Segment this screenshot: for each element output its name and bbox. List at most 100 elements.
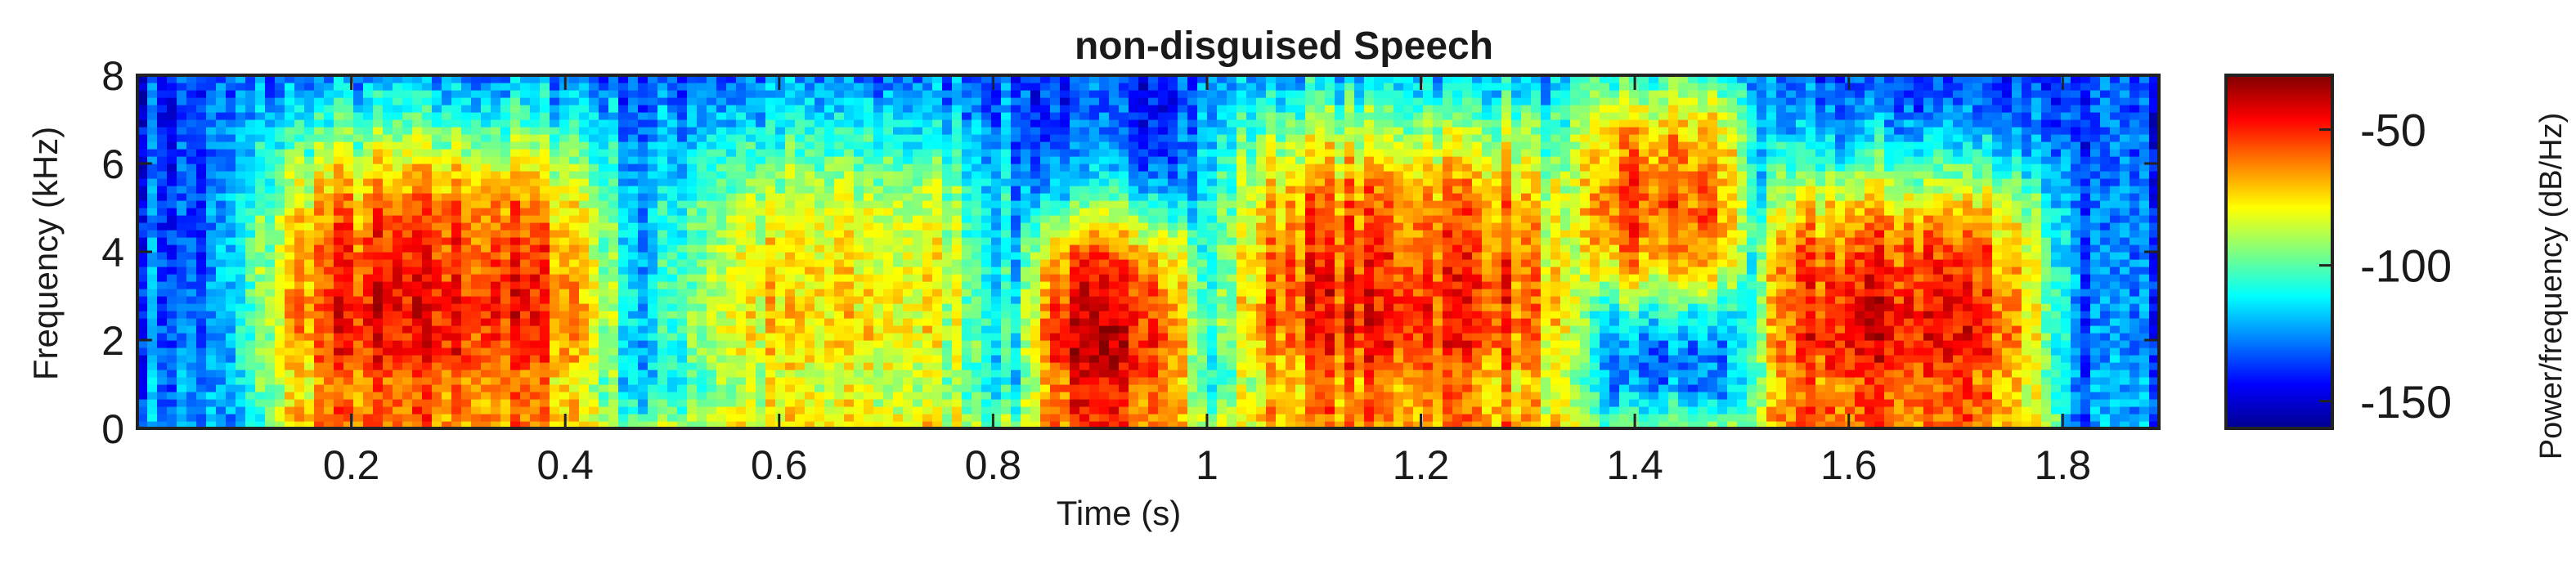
spectrogram-cell xyxy=(873,347,884,356)
spectrogram-cell xyxy=(471,230,482,238)
spectrogram-cell xyxy=(981,237,992,245)
spectrogram-cell xyxy=(972,370,982,378)
spectrogram-cell xyxy=(844,252,855,260)
spectrogram-cell xyxy=(657,134,668,142)
spectrogram-cell xyxy=(1109,215,1120,223)
spectrogram-cell xyxy=(834,399,845,407)
spectrogram-cell xyxy=(255,399,266,407)
spectrogram-cell xyxy=(245,127,256,135)
spectrogram-cell xyxy=(599,97,609,105)
spectrogram-cell xyxy=(903,281,913,289)
spectrogram-cell xyxy=(981,399,992,407)
spectrogram-cell xyxy=(471,127,482,135)
spectrogram-cell xyxy=(608,97,619,105)
spectrogram-cell xyxy=(569,289,580,297)
spectrogram-cell xyxy=(304,178,315,186)
spectrogram-cell xyxy=(1060,215,1070,223)
spectrogram-cell xyxy=(1089,244,1100,253)
spectrogram-cell xyxy=(324,105,334,113)
spectrogram-cell xyxy=(373,215,384,223)
spectrogram-cell xyxy=(824,370,835,378)
spectrogram-cell xyxy=(736,193,747,201)
spectrogram-cell xyxy=(667,237,678,245)
spectrogram-cell xyxy=(1129,83,1139,91)
spectrogram-cell xyxy=(196,112,207,120)
spectrogram-cell xyxy=(765,112,776,120)
spectrogram-cell xyxy=(285,164,295,172)
spectrogram-cell xyxy=(1060,97,1070,105)
spectrogram-cell xyxy=(1001,259,1012,267)
spectrogram-cell xyxy=(471,384,482,392)
spectrogram-cell xyxy=(236,289,246,297)
spectrogram-cell xyxy=(491,230,501,238)
spectrogram-cell xyxy=(216,399,227,407)
spectrogram-cell xyxy=(451,303,462,311)
spectrogram-cell xyxy=(1148,347,1159,356)
spectrogram-cell xyxy=(393,414,403,422)
spectrogram-cell xyxy=(491,274,501,282)
spectrogram-cell xyxy=(1021,259,1031,267)
spectrogram-cell xyxy=(687,244,698,253)
spectrogram-cell xyxy=(461,362,472,370)
spectrogram-cell xyxy=(736,149,747,157)
spectrogram-cell xyxy=(844,325,855,334)
spectrogram-cell xyxy=(1040,149,1051,157)
spectrogram-cell xyxy=(324,200,334,208)
spectrogram-cell xyxy=(500,377,511,385)
spectrogram-cell xyxy=(824,105,835,113)
spectrogram-cell xyxy=(805,384,815,392)
spectrogram-cell xyxy=(1021,414,1031,422)
spectrogram-cell xyxy=(206,311,217,319)
spectrogram-cell xyxy=(599,392,609,400)
spectrogram-cell xyxy=(697,222,707,231)
spectrogram-cell xyxy=(844,377,855,385)
spectrogram-cell xyxy=(883,289,894,297)
spectrogram-cell xyxy=(618,252,629,260)
spectrogram-cell xyxy=(236,149,246,157)
spectrogram-cell xyxy=(363,215,374,223)
spectrogram-cell xyxy=(540,171,550,179)
spectrogram-cell xyxy=(775,289,786,297)
spectrogram-cell xyxy=(383,244,393,253)
spectrogram-cell xyxy=(736,134,747,142)
spectrogram-cell xyxy=(589,377,599,385)
spectrogram-cell xyxy=(746,83,756,91)
spectrogram-cell xyxy=(746,333,756,341)
spectrogram-cell xyxy=(844,149,855,157)
spectrogram-cell xyxy=(236,318,246,326)
spectrogram-cell xyxy=(785,355,796,363)
spectrogram-cell xyxy=(383,156,393,164)
spectrogram-cell xyxy=(520,200,531,208)
spectrogram-cell xyxy=(1070,384,1080,392)
spectrogram-cell xyxy=(834,318,845,326)
spectrogram-cell xyxy=(864,230,874,238)
spectrogram-cell xyxy=(893,230,904,238)
spectrogram-cell xyxy=(236,414,246,422)
spectrogram-cell xyxy=(579,186,590,194)
spectrogram-cell xyxy=(294,164,305,172)
spectrogram-cell xyxy=(363,311,374,319)
spectrogram-cell xyxy=(412,370,423,378)
spectrogram-cell xyxy=(667,333,678,341)
spectrogram-cell xyxy=(687,267,698,275)
spectrogram-cell xyxy=(520,215,531,223)
spectrogram-cell xyxy=(991,237,1002,245)
spectrogram-cell xyxy=(854,399,864,407)
spectrogram-cell xyxy=(334,296,344,304)
spectrogram-cell xyxy=(196,406,207,414)
spectrogram-cell xyxy=(285,83,295,91)
spectrogram-cell xyxy=(530,193,541,201)
spectrogram-cell xyxy=(775,392,786,400)
spectrogram-cell xyxy=(707,90,717,98)
spectrogram-cell xyxy=(952,347,963,356)
spectrogram-cell xyxy=(1129,178,1139,186)
spectrogram-cell xyxy=(864,340,874,348)
spectrogram-cell xyxy=(1109,193,1120,201)
spectrogram-cell xyxy=(432,311,442,319)
spectrogram-cell xyxy=(1070,414,1080,422)
spectrogram-cell xyxy=(393,215,403,223)
spectrogram-cell xyxy=(589,289,599,297)
spectrogram-cell xyxy=(1089,392,1100,400)
spectrogram-cell xyxy=(942,90,953,98)
spectrogram-cell xyxy=(206,156,217,164)
